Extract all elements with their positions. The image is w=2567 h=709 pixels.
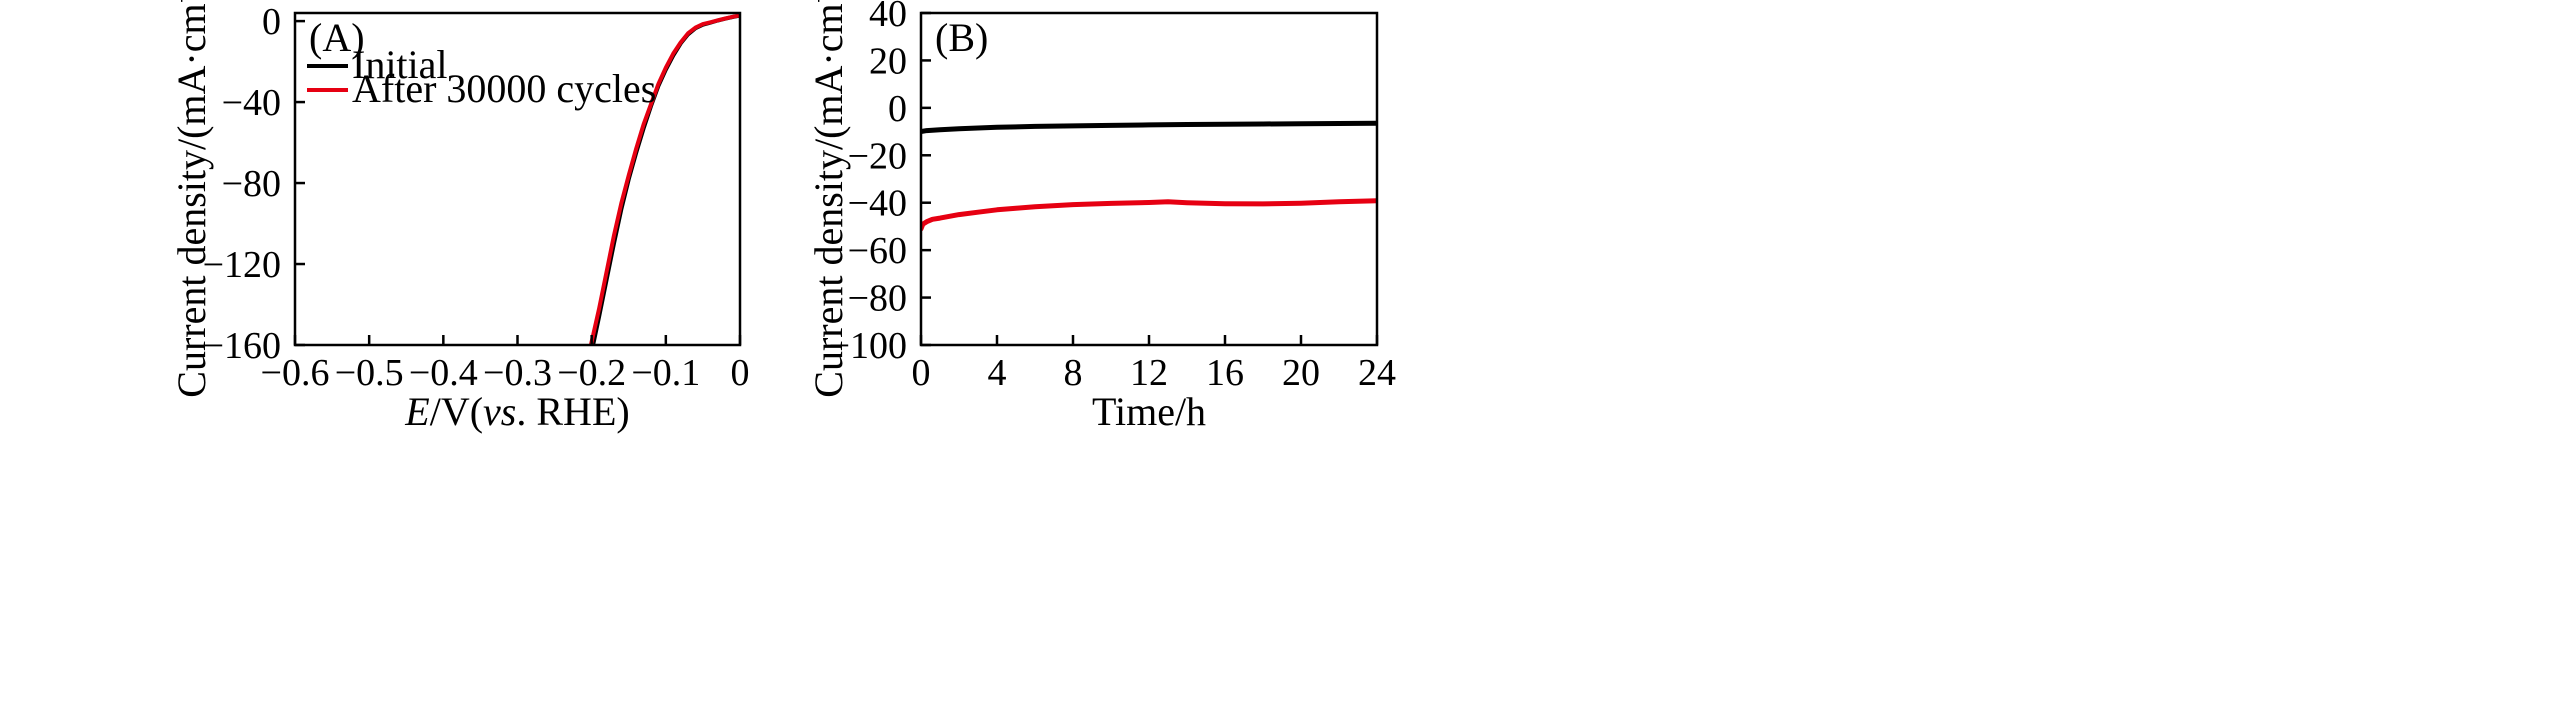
legend-label-0: Initial <box>352 42 448 87</box>
panel-a-y-tick-label: 0 <box>262 1 281 43</box>
panel-a-x-tick-label: −0.2 <box>557 352 626 394</box>
panel-b-y-tick-label: 20 <box>869 40 907 82</box>
panel-b-plot-frame <box>919 11 1379 347</box>
panel-b-y-axis-label: Current density/(mA·cm−2) <box>804 0 851 398</box>
panel-b-x-tick-label: 4 <box>988 352 1007 394</box>
panel-a-x-tick-label: −0.6 <box>261 352 330 394</box>
panel-b-x-axis-label: Time/h <box>1092 389 1206 434</box>
panel-b-label: (B) <box>935 15 988 60</box>
panel-b-y-tick-label: −20 <box>848 135 907 177</box>
panel-a-x-axis-label-vs: vs <box>483 389 516 434</box>
panel-a-x-tick-label: −0.3 <box>483 352 552 394</box>
panel-b-y-tick-label: −60 <box>848 230 907 272</box>
panel-a-x-tick-label: −0.1 <box>631 352 700 394</box>
panel-b-series-layer <box>921 120 1377 232</box>
panel-a-y-tick-label: −160 <box>203 325 281 367</box>
panel-a-x-tick-label: −0.4 <box>409 352 478 394</box>
panel-a-y-tick-label: −40 <box>222 82 281 124</box>
panel-b-x-tick-label: 8 <box>1064 352 1083 394</box>
legend-label-1: After 30000 cycles <box>352 66 656 111</box>
panel-b-series-line-1 <box>921 198 1377 232</box>
panel-a-y-tick-label: −80 <box>222 163 281 205</box>
panel-b-y-tick-label: −40 <box>848 183 907 225</box>
panel-b-x-tick-label: 0 <box>912 352 931 394</box>
panel-b-x-tick-label: 24 <box>1358 352 1396 394</box>
panel-a-ticks: −0.6 −0.5 −0.4 −0.3 −0.2 −0.1 0 0 −40 −80 −120 −160 <box>203 1 750 394</box>
panel-a-x-axis-label: E/V(vs. RHE) <box>404 389 629 434</box>
panel-b-x-tick-label: 16 <box>1206 352 1244 394</box>
panel-a-x-axis-label-unit: /V( <box>430 389 483 434</box>
panel-a-x-tick-label: −0.5 <box>335 352 404 394</box>
panel-a-x-tick-label: 0 <box>731 352 750 394</box>
panel-b-y-tick-label: −80 <box>848 278 907 320</box>
panel-b-y-tick-label: −100 <box>829 325 907 367</box>
panel-a-x-axis-label-ref: . RHE) <box>516 389 629 434</box>
panel-b-series-line-0 <box>921 120 1377 135</box>
panel-a-y-axis-label: Current density/(mA·cm−2) <box>167 0 214 398</box>
panel-a-series-layer <box>588 13 740 345</box>
panel-b-x-tick-label: 12 <box>1130 352 1168 394</box>
panel-a-y-tick-label: −120 <box>203 244 281 286</box>
panel-b-ticks: 0 4 8 12 16 20 24 40 20 0 −20 −40 −60 −80 −100 <box>829 0 1396 394</box>
panel-a-x-axis-label-e: E <box>404 389 429 434</box>
panel-a-label: (A) <box>309 15 365 60</box>
panel-b-x-tick-label: 20 <box>1282 352 1320 394</box>
panel-b-y-axis-label-main: Current density/(mA·cm <box>806 3 851 397</box>
panel-a-y-axis-label-sup: −2 <box>167 0 198 3</box>
panel-b-y-tick-label: 0 <box>888 88 907 130</box>
panel-a-series-line-1 <box>588 13 740 345</box>
panel-b-y-tick-label: 40 <box>869 0 907 35</box>
panel-a: −0.6 −0.5 −0.4 −0.3 −0.2 −0.1 0 0 −40 −80 −120 −160… <box>167 0 750 434</box>
panel-b: 0 4 8 12 16 20 24 40 20 0 −20 −40 −60 −80 −100 (B) Cur… <box>804 0 1396 434</box>
panel-b-y-axis-label-sup: −2 <box>804 0 835 3</box>
panel-a-y-axis-label-main: Current density/(mA·cm <box>169 3 214 397</box>
